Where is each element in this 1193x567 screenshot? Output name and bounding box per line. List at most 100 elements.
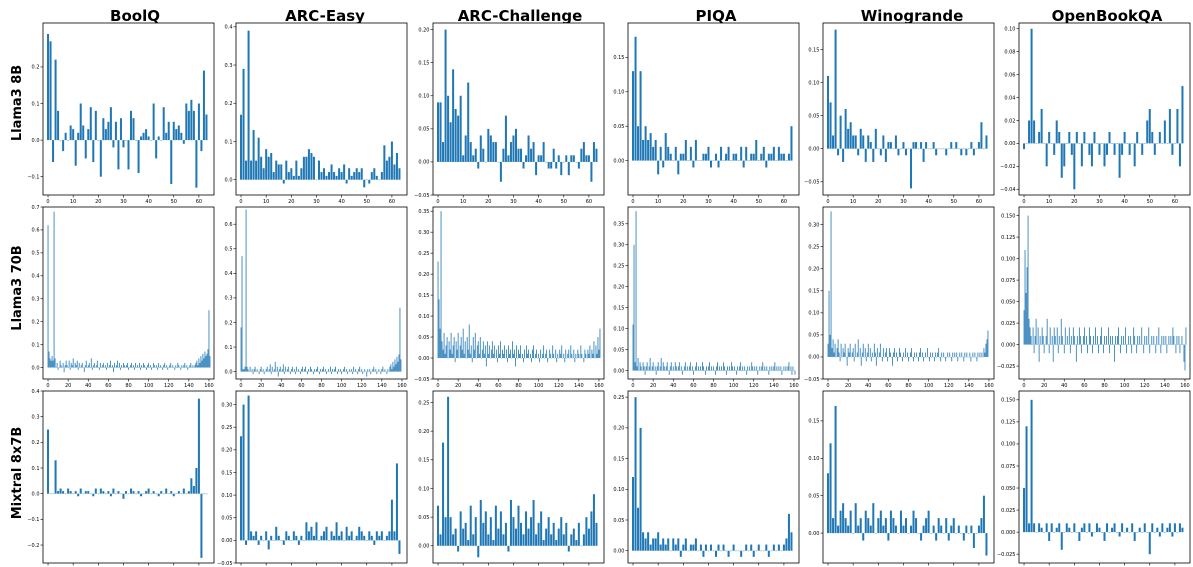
bar xyxy=(1095,327,1096,345)
bar xyxy=(509,142,512,162)
bar xyxy=(856,352,858,357)
y-tick-label: 0.2 xyxy=(32,440,40,446)
bar xyxy=(570,534,573,546)
bar xyxy=(1151,336,1153,345)
bar xyxy=(257,540,260,545)
bar xyxy=(147,488,150,494)
bar xyxy=(1156,336,1158,345)
x-ticks-llama3-8b-piqa: 0 10 20 30 40 50 60 xyxy=(631,195,787,205)
bar xyxy=(1092,344,1093,354)
bar xyxy=(507,545,510,552)
bar xyxy=(152,491,155,494)
bar xyxy=(1083,131,1086,144)
bar xyxy=(187,491,190,494)
bar xyxy=(325,526,328,541)
bar xyxy=(987,330,989,357)
x-tick-label: 0 xyxy=(239,199,242,205)
bar xyxy=(381,369,383,372)
x-ticks-llama3-70b-arc-easy: 0 20 40 60 80 100 120 140 160 xyxy=(239,379,407,389)
bar xyxy=(522,161,525,169)
bar xyxy=(708,366,709,371)
x-tick-label: 10 xyxy=(70,199,76,205)
bar xyxy=(367,369,369,372)
bar xyxy=(656,366,658,371)
y-tick-label: 0.100 xyxy=(1001,256,1015,262)
bar xyxy=(124,491,127,494)
bar xyxy=(393,531,396,541)
bar xyxy=(873,343,875,357)
bar xyxy=(1118,143,1121,178)
y-tick-label: 0.00 xyxy=(808,146,819,152)
bar xyxy=(848,352,850,357)
y-tick-label: 0.25 xyxy=(418,251,429,257)
y-tick-label: 0.10 xyxy=(418,94,429,100)
bar xyxy=(466,337,468,359)
x-tick-label: 60 xyxy=(586,199,592,205)
bar xyxy=(982,495,985,534)
y-tick-label: 0.1 xyxy=(32,101,40,107)
bar xyxy=(719,366,720,371)
bar xyxy=(587,155,590,162)
bar xyxy=(533,345,534,359)
bar xyxy=(112,365,113,368)
bar xyxy=(448,341,450,359)
bar xyxy=(297,175,300,180)
y-ticks-llama3-70b-boolq: 0.00.10.20.30.40.50.60.7 xyxy=(32,205,43,371)
column-title-arc-easy: ARC-Easy xyxy=(285,7,365,25)
bar xyxy=(1183,344,1185,362)
bar xyxy=(780,153,783,161)
bar xyxy=(51,356,53,368)
bar xyxy=(587,349,589,359)
bar xyxy=(132,491,135,494)
bar xyxy=(864,148,867,162)
bar xyxy=(472,337,474,359)
bar xyxy=(698,366,699,371)
bar xyxy=(497,345,499,359)
y-tick-label: 0.0 xyxy=(225,178,233,184)
bar xyxy=(1133,327,1135,345)
bar xyxy=(790,366,792,371)
y-ticks-llama3-8b-boolq: −0.10.00.10.2 xyxy=(27,65,43,181)
bar xyxy=(537,155,540,162)
y-tick-label: 0.05 xyxy=(808,493,819,499)
bar xyxy=(930,352,932,357)
bar xyxy=(385,535,388,541)
bar xyxy=(99,140,102,177)
bar xyxy=(666,362,668,371)
bar xyxy=(547,161,550,169)
x-tick-label: 30 xyxy=(510,199,516,205)
bar xyxy=(66,365,68,368)
bar xyxy=(1178,336,1180,345)
bar xyxy=(970,142,973,149)
bar xyxy=(672,538,675,551)
bar xyxy=(902,356,903,362)
bar xyxy=(200,493,203,558)
bars-llama3-70b-arc-challenge xyxy=(437,211,601,367)
bar xyxy=(549,349,551,359)
bar xyxy=(713,366,714,371)
bar xyxy=(364,369,366,372)
y-tick-label: 0.050 xyxy=(1001,299,1015,305)
bar xyxy=(386,371,388,375)
y-tick-label: 0.30 xyxy=(808,222,819,228)
y-tick-label: 0.15 xyxy=(418,60,429,66)
bar xyxy=(518,349,519,359)
bar xyxy=(592,142,595,162)
x-tick-label: 160 xyxy=(204,383,214,389)
bar xyxy=(1097,336,1098,345)
x-tick-label: 100 xyxy=(534,383,544,389)
bar xyxy=(512,341,513,359)
x-tick-label: 50 xyxy=(756,199,762,205)
bar xyxy=(69,491,72,494)
x-tick-label: 20 xyxy=(845,383,851,389)
bar xyxy=(452,69,455,162)
bar xyxy=(535,353,536,359)
bar xyxy=(1155,344,1157,354)
bar xyxy=(527,528,530,546)
bar xyxy=(323,168,326,180)
bar xyxy=(847,348,849,357)
bar xyxy=(985,135,988,149)
bar xyxy=(474,332,476,359)
y-tick-label: 0.20 xyxy=(613,285,624,291)
bar xyxy=(1089,327,1090,345)
